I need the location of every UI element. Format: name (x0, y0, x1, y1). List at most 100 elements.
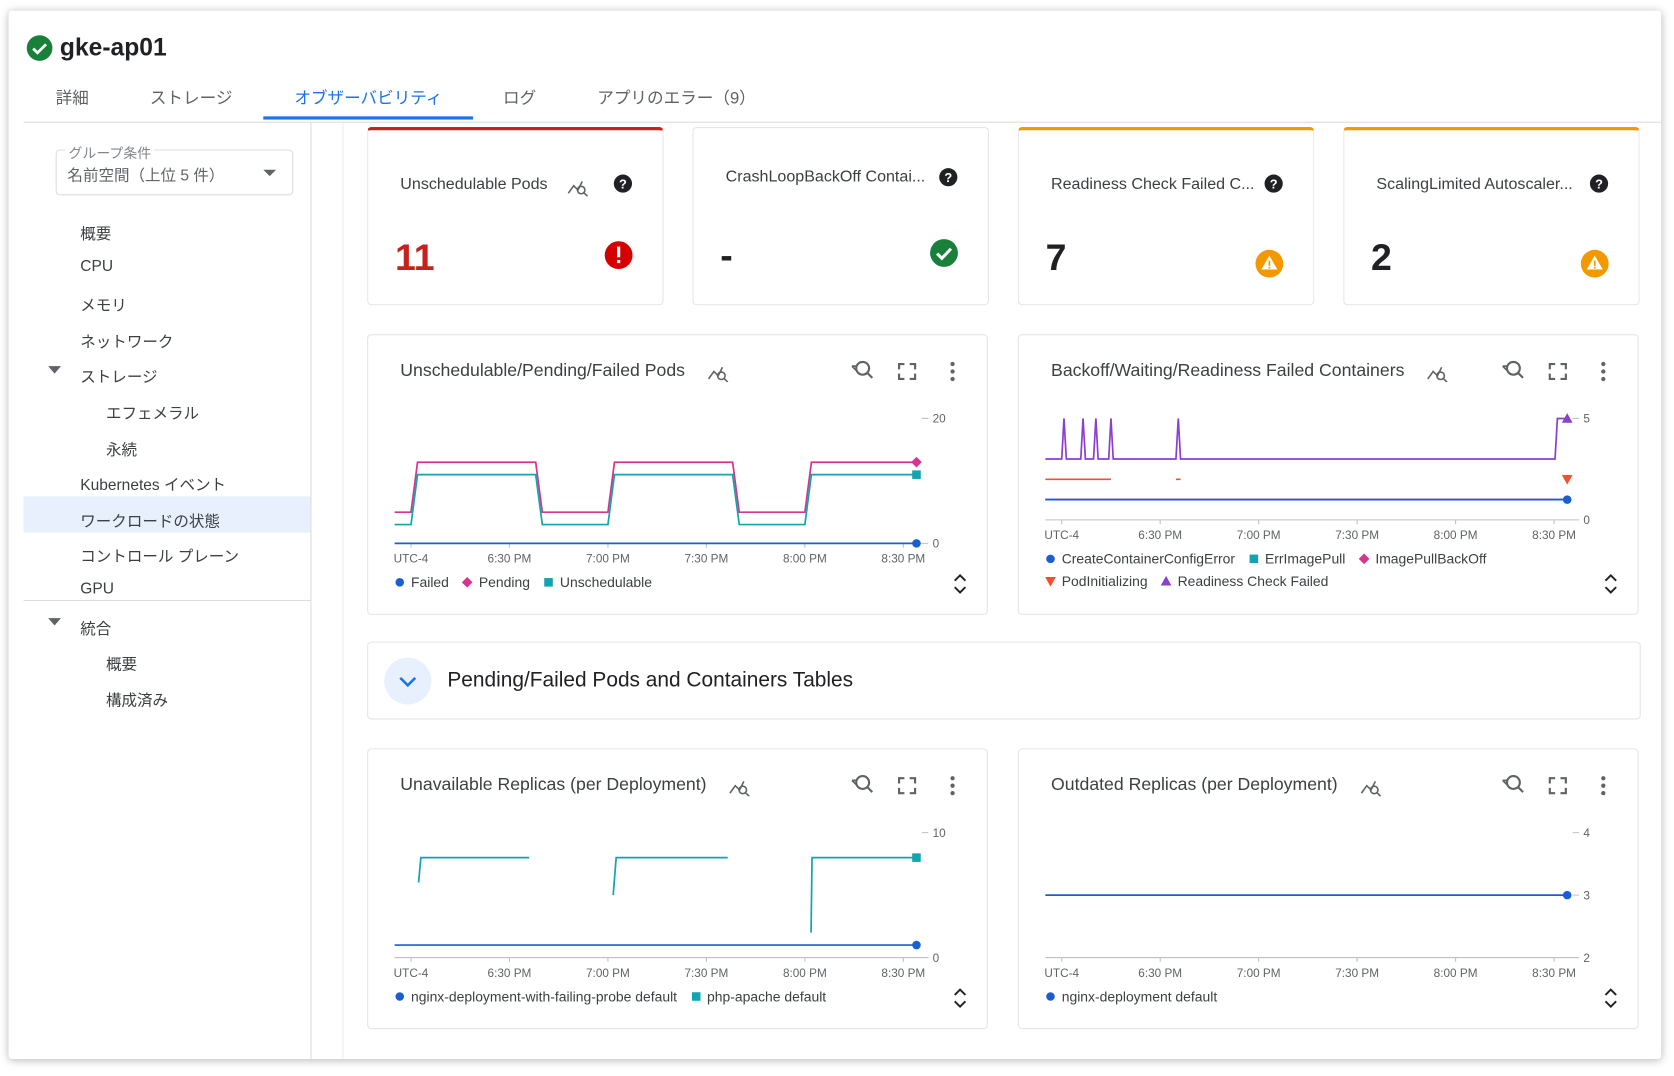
y-tick-label: 2 (1583, 952, 1590, 965)
fullscreen-button[interactable] (897, 362, 917, 381)
scorecard-value: 7 (1045, 236, 1067, 279)
legend-marker (1358, 553, 1370, 565)
fullscreen-button[interactable] (1548, 777, 1567, 795)
x-tick-label: 8:30 PM (881, 553, 925, 566)
tab[interactable]: ストレージ (149, 89, 233, 108)
zoom-button[interactable] (1502, 360, 1524, 379)
legend-item[interactable]: CreateContainerConfigError (1045, 551, 1235, 567)
help-bg (1264, 174, 1283, 193)
status-icon (604, 241, 633, 270)
fullscreen-button[interactable] (897, 777, 917, 795)
legend-item[interactable]: PodInitializing (1045, 573, 1148, 589)
nav-item[interactable]: CPU (80, 257, 114, 275)
nav-item[interactable]: コントロール プレーン (80, 549, 240, 567)
chart-toolbar (851, 775, 955, 796)
status-icon (1580, 249, 1609, 278)
arrow (48, 366, 62, 375)
series-line (417, 856, 917, 933)
tab[interactable]: アプリのエラー（9） (597, 89, 756, 108)
expand-chevrons[interactable] (954, 574, 967, 594)
legend-marker (1249, 554, 1258, 564)
legend-item[interactable]: Failed (394, 574, 449, 590)
trend-handle (1442, 377, 1448, 383)
legend-item[interactable]: Readiness Check Failed (1160, 573, 1328, 589)
nav-item[interactable]: ストレージ (80, 369, 158, 387)
expand-legend (1604, 988, 1617, 1009)
legend: CreateContainerConfigError ErrImagePull Im… (1045, 551, 1505, 589)
help-glyph: ? (1595, 176, 1603, 191)
marker (544, 578, 553, 587)
dot (950, 776, 955, 781)
more-button[interactable] (1601, 361, 1606, 382)
tab[interactable]: 詳細 (55, 89, 89, 108)
selected-highlight (23, 496, 311, 533)
more-button[interactable] (950, 776, 955, 796)
chart-card: Unavailable Replicas (per Deployment) 0 10… (367, 748, 988, 1030)
x-tick-label: 7:30 PM (684, 553, 728, 566)
warn-bar (1268, 260, 1271, 266)
legend-item[interactable]: nginx-deployment default (1045, 989, 1217, 1005)
status-icon (1255, 249, 1284, 278)
y-tick-label: 3 (1583, 889, 1590, 902)
zoom-button[interactable] (1502, 775, 1524, 793)
nav-item[interactable]: Kubernetes イベント (80, 477, 227, 495)
x-tick-label: 7:00 PM (1237, 967, 1281, 980)
scorecard-value: 2 (1371, 236, 1392, 279)
dot (1601, 791, 1606, 796)
dot (950, 376, 955, 382)
arrow (48, 617, 62, 626)
marker (1358, 553, 1370, 565)
section-header[interactable]: Pending/Failed Pods and Containers Table… (367, 641, 1641, 720)
expand-legend (954, 574, 967, 594)
zoom-lens (1505, 775, 1521, 790)
legend-item[interactable]: ErrImagePull (1248, 551, 1345, 567)
more-button[interactable] (950, 361, 955, 382)
x-tick-label: UTC-4 (1044, 967, 1079, 980)
nav-item[interactable]: 概要 (105, 656, 137, 674)
marker (1045, 576, 1056, 587)
collapse-bg (384, 657, 432, 705)
nav-item[interactable]: 統合 (80, 620, 112, 638)
chart-title: Unavailable Replicas (per Deployment) (400, 775, 707, 795)
expand-chevrons[interactable] (1604, 988, 1617, 1009)
help-glyph: ? (944, 170, 952, 185)
nav-item[interactable]: 永続 (105, 441, 137, 459)
scorecard-title: Readiness Check Failed C... (1051, 175, 1255, 194)
fullscreen-button[interactable] (1548, 362, 1567, 381)
nav-item[interactable]: 概要 (80, 226, 112, 244)
zoom-lens (1505, 360, 1521, 376)
nav-item[interactable]: ワークロードの状態 (80, 513, 220, 531)
x-tick-label: 8:30 PM (1532, 967, 1576, 980)
trend-handle (745, 792, 750, 797)
expand-chevrons[interactable] (1604, 574, 1617, 594)
nav-item[interactable]: ネットワーク (80, 333, 174, 351)
warn-dot (1268, 266, 1271, 269)
nav-item[interactable]: メモリ (80, 298, 127, 316)
zoom-button[interactable] (851, 360, 874, 379)
chart-toolbar (1502, 360, 1606, 382)
nav-item[interactable]: エフェメラル (105, 405, 200, 423)
tab[interactable]: ログ (503, 89, 537, 108)
legend-item[interactable]: nginx-deployment-with-failing-probe defa… (394, 989, 677, 1005)
expand-chevrons[interactable] (954, 988, 967, 1009)
more-button[interactable] (1601, 776, 1606, 796)
trend-lens (1436, 371, 1446, 381)
legend-item[interactable]: Pending (462, 574, 530, 590)
chart-card: Outdated Replicas (per Deployment) 2 3 4 UTC… (1017, 748, 1639, 1030)
nav-item[interactable]: GPU (80, 580, 114, 598)
nav-item[interactable]: 構成済み (105, 692, 169, 710)
status-icon (930, 239, 958, 267)
legend-item[interactable]: php-apache default (690, 989, 826, 1005)
marker (912, 539, 921, 548)
legend-item[interactable]: ImagePullBackOff (1358, 551, 1486, 567)
cluster-title: gke-ap01 (59, 33, 167, 61)
tab[interactable]: オブザーバビリティ (294, 89, 443, 108)
trend-path (567, 181, 583, 194)
marker (395, 992, 405, 1001)
dot (950, 369, 955, 374)
zoom-button[interactable] (851, 775, 874, 793)
group-select[interactable]: グループ条件 名前空間（上位 5 件） (55, 141, 294, 196)
legend-item[interactable]: Unschedulable (543, 574, 652, 590)
marker (1046, 554, 1055, 564)
